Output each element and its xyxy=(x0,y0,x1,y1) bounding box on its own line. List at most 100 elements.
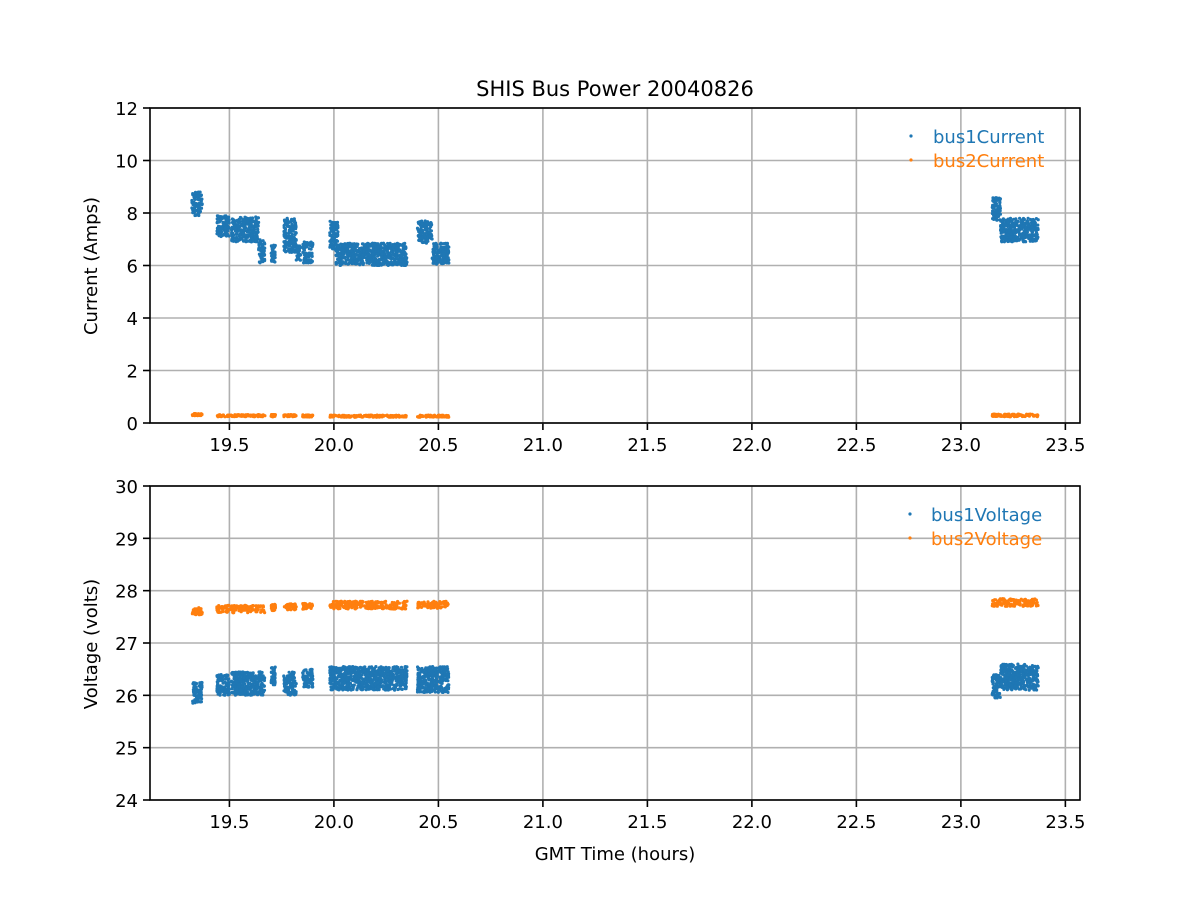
data-point xyxy=(197,205,201,209)
data-point xyxy=(424,226,429,230)
data-point xyxy=(330,236,334,240)
data-point xyxy=(377,667,381,672)
data-point xyxy=(1019,220,1023,225)
data-point xyxy=(225,221,229,225)
data-point xyxy=(337,682,341,686)
x-tick-label: 22.0 xyxy=(732,812,772,833)
data-point xyxy=(288,681,292,685)
data-point xyxy=(401,677,405,681)
data-point xyxy=(1031,222,1035,226)
data-point xyxy=(226,414,231,418)
data-point xyxy=(998,197,1003,201)
data-point xyxy=(245,676,249,680)
data-point xyxy=(194,412,198,416)
data-point xyxy=(441,413,445,417)
data-point xyxy=(200,697,204,701)
data-point xyxy=(191,211,195,215)
data-point xyxy=(253,235,257,239)
data-point xyxy=(329,241,333,245)
data-point xyxy=(215,217,219,221)
data-point xyxy=(348,258,352,262)
data-point xyxy=(252,680,256,684)
data-point xyxy=(361,261,365,265)
data-point xyxy=(401,247,405,251)
legend-marker-bus1Current xyxy=(909,134,913,138)
data-point xyxy=(331,245,335,249)
data-point xyxy=(992,206,996,210)
data-point xyxy=(217,413,221,417)
data-point xyxy=(344,671,348,675)
data-point xyxy=(310,671,314,675)
data-point xyxy=(288,241,292,246)
data-point xyxy=(367,685,371,689)
data-point xyxy=(340,679,344,683)
data-point xyxy=(198,688,202,692)
data-point xyxy=(229,679,234,683)
data-point xyxy=(991,196,995,200)
data-point xyxy=(330,682,334,686)
data-point xyxy=(248,239,252,243)
data-point xyxy=(234,690,238,694)
data-point xyxy=(328,415,332,419)
data-point xyxy=(1007,228,1011,232)
data-point xyxy=(442,242,446,246)
data-point xyxy=(295,255,299,259)
data-point xyxy=(234,235,238,240)
data-point xyxy=(218,218,222,222)
data-point xyxy=(1016,235,1020,239)
data-point xyxy=(388,676,393,680)
data-point xyxy=(199,693,203,698)
data-point xyxy=(233,227,237,231)
data-point xyxy=(362,249,366,253)
data-point xyxy=(335,227,339,232)
data-point xyxy=(1013,223,1017,227)
data-point xyxy=(240,691,244,695)
data-point xyxy=(398,262,402,266)
data-point xyxy=(223,680,227,684)
data-point xyxy=(446,245,450,249)
data-point xyxy=(355,243,359,247)
data-point xyxy=(371,243,375,247)
data-point xyxy=(336,687,340,692)
data-point xyxy=(258,675,262,680)
data-point xyxy=(348,685,352,689)
data-point xyxy=(308,241,312,245)
data-point xyxy=(288,230,292,235)
data-point xyxy=(438,248,442,252)
data-point xyxy=(366,680,370,684)
data-point xyxy=(1000,218,1004,222)
data-point xyxy=(190,206,194,210)
data-point xyxy=(434,681,438,685)
data-point xyxy=(239,688,243,693)
data-point xyxy=(380,674,384,678)
data-point xyxy=(191,193,195,197)
data-point xyxy=(418,238,422,243)
data-point xyxy=(437,666,441,670)
data-point xyxy=(226,225,231,229)
data-point xyxy=(365,261,369,265)
data-point xyxy=(227,682,231,687)
data-point xyxy=(340,666,344,670)
data-point xyxy=(1021,664,1026,668)
data-point xyxy=(1008,235,1013,239)
data-point xyxy=(200,684,204,688)
data-point xyxy=(192,208,196,212)
x-tick-label: 19.5 xyxy=(209,435,249,456)
data-point xyxy=(197,197,201,202)
data-point xyxy=(244,413,248,417)
data-point xyxy=(328,219,332,223)
data-point xyxy=(443,258,447,263)
data-point xyxy=(223,689,227,693)
data-point xyxy=(250,233,254,237)
data-point xyxy=(387,666,391,670)
data-point xyxy=(232,676,236,680)
data-point xyxy=(1021,239,1026,243)
data-point xyxy=(222,223,226,227)
data-point xyxy=(306,414,311,418)
data-point xyxy=(250,220,254,224)
data-point xyxy=(237,670,241,674)
data-point xyxy=(260,683,264,687)
x-tick-label: 23.0 xyxy=(941,812,981,833)
data-point xyxy=(1009,223,1013,227)
data-point xyxy=(434,242,438,246)
